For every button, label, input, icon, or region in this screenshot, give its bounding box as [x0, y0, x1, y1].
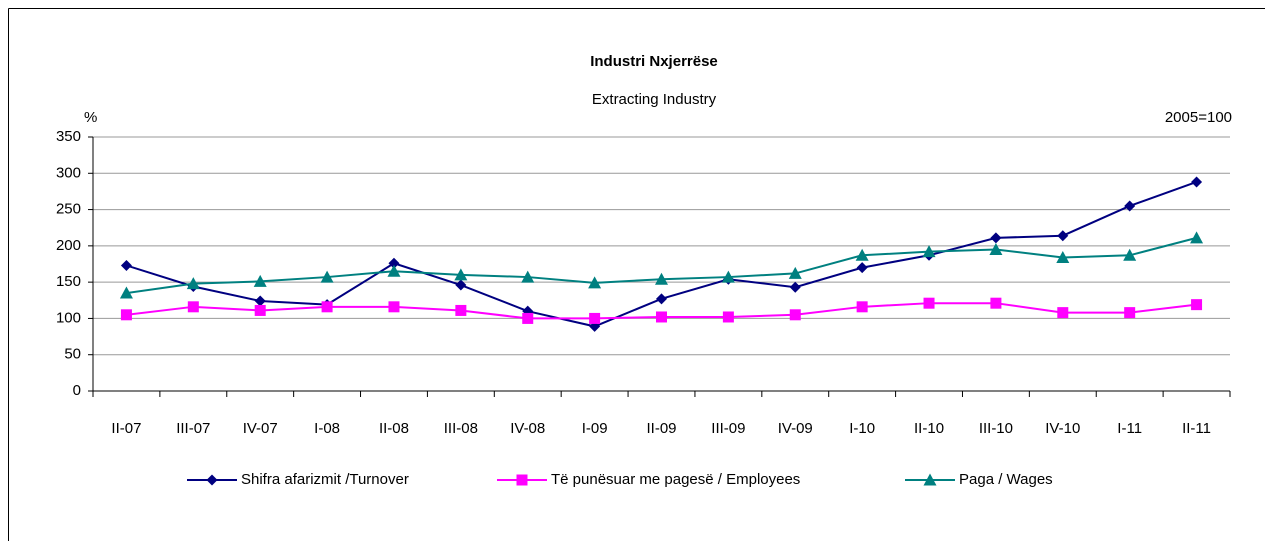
marker — [1124, 200, 1136, 212]
marker — [1056, 250, 1070, 263]
x-tick-label: III-07 — [176, 420, 210, 437]
x-tick-label: IV-08 — [510, 420, 545, 437]
marker — [254, 304, 266, 316]
marker — [1191, 299, 1203, 311]
marker — [187, 301, 199, 313]
marker — [120, 259, 132, 271]
marker — [789, 281, 801, 293]
marker — [1124, 307, 1136, 319]
marker — [387, 264, 401, 277]
marker — [254, 295, 266, 307]
marker — [923, 297, 935, 309]
marker — [856, 301, 868, 313]
legend-label: Të punësuar me pagesë / Employees — [551, 471, 800, 488]
marker — [990, 232, 1002, 244]
x-tick-label: I-09 — [582, 420, 608, 437]
x-tick-label: III-08 — [444, 420, 478, 437]
chart-title: Industri Nxjerrëse — [590, 53, 718, 70]
legend-label: Paga / Wages — [959, 471, 1053, 488]
x-tick-label: I-10 — [849, 420, 875, 437]
y-tick-label: 0 — [73, 382, 81, 399]
marker — [1190, 231, 1204, 244]
x-tick-label: IV-07 — [243, 420, 278, 437]
marker — [321, 301, 333, 313]
y-tick-label: 250 — [56, 201, 81, 218]
marker — [253, 274, 267, 287]
x-tick-label: II-11 — [1182, 420, 1211, 437]
x-tick-label: III-09 — [711, 420, 745, 437]
marker — [455, 304, 467, 316]
marker — [989, 242, 1003, 255]
marker — [856, 262, 868, 274]
x-tick-label: IV-09 — [778, 420, 813, 437]
marker — [655, 272, 668, 285]
legend-label: Shifra afarizmit /Turnover — [241, 471, 409, 488]
x-tick-label: III-10 — [979, 420, 1013, 437]
y-tick-label: 300 — [56, 164, 81, 181]
marker — [855, 248, 869, 261]
marker — [454, 268, 468, 281]
marker — [722, 311, 734, 323]
marker — [589, 312, 601, 324]
marker — [521, 270, 535, 283]
marker — [789, 309, 801, 321]
marker — [656, 293, 667, 305]
marker — [990, 297, 1002, 309]
marker — [120, 309, 132, 321]
marker — [788, 266, 802, 279]
marker — [1191, 176, 1203, 188]
y-tick-label: 50 — [64, 346, 81, 363]
marker — [119, 286, 133, 299]
marker — [588, 276, 602, 289]
y-tick-label: 350 — [56, 128, 81, 145]
x-tick-label: II-07 — [111, 420, 141, 437]
marker — [388, 301, 400, 313]
marker — [1057, 230, 1069, 242]
marker — [516, 474, 528, 486]
marker — [922, 245, 936, 258]
x-tick-label: I-11 — [1117, 420, 1142, 437]
x-tick-label: II-10 — [914, 420, 944, 437]
y-tick-label: 100 — [56, 309, 81, 326]
x-tick-label: II-08 — [379, 420, 409, 437]
marker — [1123, 248, 1137, 261]
y-tick-label: 200 — [56, 237, 81, 254]
marker — [320, 270, 334, 283]
marker — [1057, 307, 1069, 319]
x-tick-label: I-08 — [314, 420, 340, 437]
marker — [656, 311, 667, 323]
marker — [455, 279, 467, 291]
marker — [388, 257, 400, 269]
marker — [721, 270, 735, 283]
marker — [186, 277, 200, 290]
x-tick-label: IV-10 — [1045, 420, 1080, 437]
annotation: 2005=100 — [1165, 109, 1232, 126]
y-axis-label: % — [84, 109, 97, 126]
marker — [522, 312, 534, 324]
y-tick-label: 150 — [56, 273, 81, 290]
x-tick-label: II-09 — [646, 420, 676, 437]
marker — [923, 473, 937, 486]
marker — [206, 474, 218, 486]
chart-subtitle: Extracting Industry — [592, 91, 717, 108]
